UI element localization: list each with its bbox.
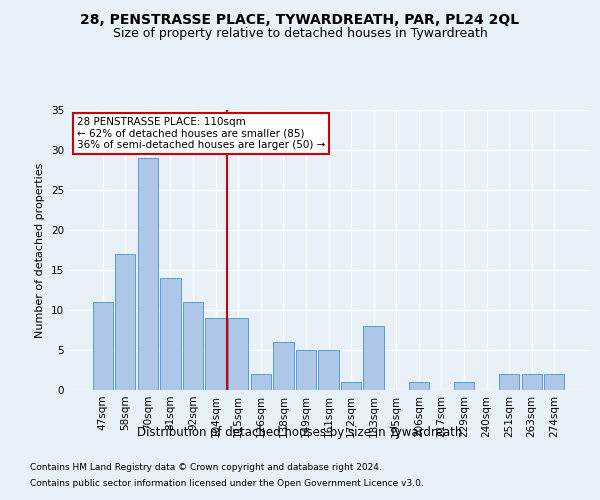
Y-axis label: Number of detached properties: Number of detached properties — [35, 162, 46, 338]
Bar — [521, 374, 542, 390]
Text: Size of property relative to detached houses in Tywardreath: Size of property relative to detached ho… — [113, 28, 487, 40]
Bar — [160, 278, 181, 390]
Text: 28 PENSTRASSE PLACE: 110sqm
← 62% of detached houses are smaller (85)
36% of sem: 28 PENSTRASSE PLACE: 110sqm ← 62% of det… — [77, 117, 325, 150]
Bar — [138, 158, 158, 390]
Text: Distribution of detached houses by size in Tywardreath: Distribution of detached houses by size … — [137, 426, 463, 439]
Bar — [296, 350, 316, 390]
Bar — [251, 374, 271, 390]
Bar — [92, 302, 113, 390]
Bar — [228, 318, 248, 390]
Bar — [544, 374, 565, 390]
Bar — [115, 254, 136, 390]
Bar — [319, 350, 338, 390]
Text: Contains public sector information licensed under the Open Government Licence v3: Contains public sector information licen… — [30, 478, 424, 488]
Bar — [454, 382, 474, 390]
Bar — [499, 374, 519, 390]
Text: Contains HM Land Registry data © Crown copyright and database right 2024.: Contains HM Land Registry data © Crown c… — [30, 464, 382, 472]
Bar — [409, 382, 429, 390]
Text: 28, PENSTRASSE PLACE, TYWARDREATH, PAR, PL24 2QL: 28, PENSTRASSE PLACE, TYWARDREATH, PAR, … — [80, 12, 520, 26]
Bar — [341, 382, 361, 390]
Bar — [364, 326, 384, 390]
Bar — [183, 302, 203, 390]
Bar — [273, 342, 293, 390]
Bar — [205, 318, 226, 390]
